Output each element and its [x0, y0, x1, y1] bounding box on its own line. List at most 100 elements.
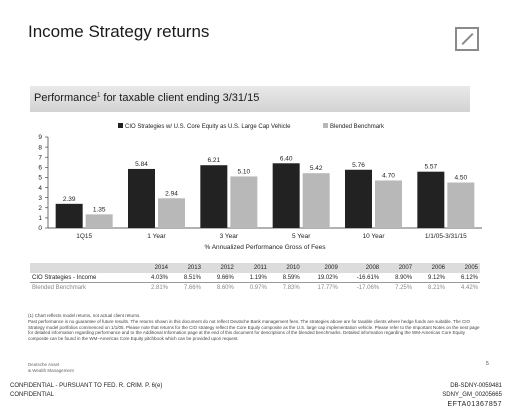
footnote-disclaimer: Past performance is no guarantee of futu…: [28, 319, 480, 341]
table-cell: 7.25%: [395, 284, 413, 291]
bar-series-2: [447, 182, 475, 228]
table-year-header: 2013: [170, 263, 203, 273]
y-tick-label: 1: [38, 215, 42, 222]
table-year-header: 2005: [447, 263, 480, 273]
table-cell: 9.12%: [414, 273, 447, 283]
x-category-label: 1 Year: [147, 233, 166, 240]
table-cell: 1.19%: [235, 273, 269, 283]
doc-id-3: EFTA01367857: [447, 401, 502, 408]
confidential-label: CONFIDENTIAL: [10, 392, 55, 398]
bar-series-2: [85, 214, 113, 228]
table-row-label: Blended Benchmark: [32, 284, 87, 291]
legend-swatch-2: [323, 123, 328, 128]
bar-value-label: 5.57: [425, 164, 438, 171]
bar-series-1: [345, 169, 372, 228]
bar-value-label: 5.84: [135, 161, 148, 168]
bar-value-label: 2.39: [63, 196, 76, 203]
table-cell: 2.81%: [151, 284, 169, 291]
y-tick-label: 0: [38, 225, 42, 232]
table-cell: -17.06%: [356, 284, 380, 291]
table-year-header: 2007: [381, 263, 415, 273]
bar-series-2: [302, 173, 330, 228]
table-row-label: CIO Strategies - Income: [30, 273, 138, 283]
x-category-label: 1/1/05-3/31/15: [425, 233, 467, 240]
bank-name-line-2: & Wealth Management: [28, 367, 74, 373]
bar-value-label: 1.35: [93, 206, 106, 213]
x-category-label: 5 Year: [292, 233, 311, 240]
annual-returns-table: 2014 2013 2012 2011 2010 2009 2008 2007 2006 2005…: [30, 263, 480, 292]
bank-name-line-1: Deutsche Asset: [28, 362, 60, 367]
table-cell: 4.03%: [137, 273, 171, 283]
legend-label-2: Blended Benchmark: [330, 124, 385, 130]
table-header-label: [30, 263, 138, 273]
y-tick-label: 3: [38, 195, 42, 202]
table-year-header: 2008: [339, 263, 382, 273]
table-row: Blended Benchmark 2.81% 7.66% 8.60% 0.97% 7.8…: [30, 283, 480, 293]
table-cell: 7.66%: [183, 284, 201, 291]
bar-value-label: 2.94: [165, 190, 178, 197]
table-cell: 8.60%: [216, 284, 234, 291]
bar-value-label: 5.76: [352, 162, 365, 169]
table-cell: -16.61%: [339, 273, 382, 283]
y-tick-label: 7: [38, 154, 42, 161]
deutsche-bank-logo-icon: [455, 27, 479, 51]
bar-series-1: [128, 168, 155, 228]
chart-axes: 0 1 2 3 4 5 6 7 8 9: [38, 134, 482, 232]
page-number: 5: [486, 361, 489, 367]
section-header-band: [30, 86, 470, 112]
table-cell: 8.51%: [170, 273, 203, 283]
chart-legend: CIO Strategies w/ U.S. Core Equity as U.…: [118, 123, 385, 130]
x-category-label: 1Q15: [76, 233, 92, 240]
table-year-header: 2009: [301, 263, 340, 273]
table-cell: 6.12%: [447, 273, 480, 283]
bar-series-1: [200, 165, 228, 228]
table-cell: 7.83%: [282, 284, 300, 291]
bar-series-2: [158, 198, 185, 228]
y-tick-label: 8: [38, 144, 42, 151]
table-header-row: 2014 2013 2012 2011 2010 2009 2008 2007 2006 2005: [30, 263, 480, 273]
confidential-notice: CONFIDENTIAL - PURSUANT TO FED. R. CRIM.…: [10, 383, 163, 389]
table-cell: 0.97%: [249, 284, 267, 291]
y-tick-label: 6: [38, 165, 42, 172]
table-row: CIO Strategies - Income 4.03% 8.51% 9.66% 1.…: [30, 273, 480, 283]
table-cell: 9.66%: [202, 273, 236, 283]
y-tick-label: 9: [38, 134, 42, 141]
table-cell: 8.59%: [268, 273, 302, 283]
bar-value-label: 6.40: [280, 155, 293, 162]
page-title: Income Strategy returns: [28, 22, 210, 41]
bar-series-1: [417, 171, 445, 228]
table-year-header: 2014: [137, 263, 171, 273]
table-year-header: 2010: [268, 263, 302, 273]
table-year-header: 2006: [414, 263, 447, 273]
legend-label-1: CIO Strategies w/ U.S. Core Equity as U.…: [125, 124, 291, 130]
bar-series-2: [375, 180, 402, 228]
doc-id-1: DB-SDNY-0059481: [450, 383, 502, 389]
table-cell: 8.21%: [427, 284, 445, 291]
bar-value-label: 4.50: [455, 175, 468, 182]
x-category-label: 3 Year: [220, 233, 239, 240]
doc-id-2: SDNY_GM_00205665: [442, 392, 502, 398]
bar-series-1: [55, 203, 83, 228]
x-category-label: 10 Year: [362, 233, 385, 240]
section-title: Performance1 for taxable client ending 3…: [34, 92, 260, 104]
table-cell: 4.42%: [460, 284, 478, 291]
table-cell: 17.77%: [317, 284, 338, 291]
footnote-model-returns: (1) Chart reflects model returns, not ac…: [28, 313, 141, 318]
x-axis-label: % Annualized Performance Gross of Fees: [204, 244, 326, 251]
chart-bars: 2.39 1.35 1Q15 5.84 2.94 1 Year 6.21 5.10 3 Year…: [55, 155, 475, 240]
table-year-header: 2011: [235, 263, 269, 273]
table-year-header: 2012: [202, 263, 236, 273]
table-cell: 8.90%: [381, 273, 415, 283]
bar-value-label: 6.21: [208, 157, 221, 164]
bar-value-label: 5.10: [238, 168, 251, 175]
bank-name: Deutsche Asset & Wealth Management: [28, 362, 74, 373]
table-cell: 19.02%: [301, 273, 340, 283]
bar-series-1: [272, 163, 300, 228]
bar-value-label: 5.42: [310, 165, 323, 172]
legend-swatch-1: [118, 123, 123, 128]
bar-series-2: [230, 176, 258, 228]
y-tick-label: 4: [38, 185, 42, 192]
y-tick-label: 2: [38, 205, 42, 212]
y-tick-label: 5: [38, 175, 42, 182]
bar-value-label: 4.70: [382, 172, 395, 179]
